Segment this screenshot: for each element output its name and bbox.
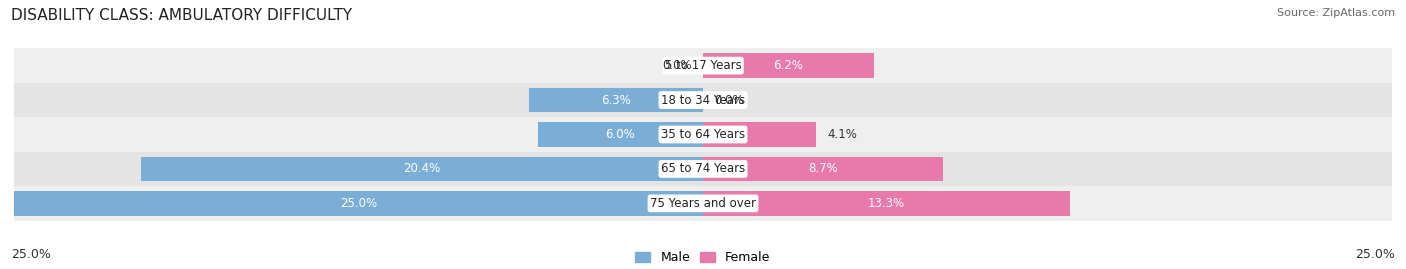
Bar xyxy=(14,186,1392,221)
Text: 5 to 17 Years: 5 to 17 Years xyxy=(665,59,741,72)
Legend: Male, Female: Male, Female xyxy=(630,246,776,269)
Text: 65 to 74 Years: 65 to 74 Years xyxy=(661,162,745,175)
Text: DISABILITY CLASS: AMBULATORY DIFFICULTY: DISABILITY CLASS: AMBULATORY DIFFICULTY xyxy=(11,8,353,23)
Bar xyxy=(14,117,1392,152)
Text: 0.0%: 0.0% xyxy=(714,94,744,107)
Text: 25.0%: 25.0% xyxy=(11,248,51,261)
Text: 18 to 34 Years: 18 to 34 Years xyxy=(661,94,745,107)
Bar xyxy=(537,122,703,147)
Bar xyxy=(141,157,703,181)
Text: 75 Years and over: 75 Years and over xyxy=(650,197,756,210)
Bar xyxy=(703,53,875,78)
Bar xyxy=(14,191,703,216)
Text: 0.0%: 0.0% xyxy=(662,59,692,72)
Bar xyxy=(14,83,1392,117)
Text: 35 to 64 Years: 35 to 64 Years xyxy=(661,128,745,141)
Text: 8.7%: 8.7% xyxy=(808,162,838,175)
Bar xyxy=(14,152,1392,186)
Text: 25.0%: 25.0% xyxy=(340,197,377,210)
Text: 6.3%: 6.3% xyxy=(602,94,631,107)
Bar xyxy=(703,191,1070,216)
Bar xyxy=(14,48,1392,83)
Text: 6.0%: 6.0% xyxy=(606,128,636,141)
Text: 13.3%: 13.3% xyxy=(868,197,905,210)
Bar xyxy=(530,88,703,112)
Text: 6.2%: 6.2% xyxy=(773,59,803,72)
Text: Source: ZipAtlas.com: Source: ZipAtlas.com xyxy=(1277,8,1395,18)
Text: 4.1%: 4.1% xyxy=(827,128,856,141)
Text: 20.4%: 20.4% xyxy=(404,162,440,175)
Bar xyxy=(703,122,815,147)
Text: 25.0%: 25.0% xyxy=(1355,248,1395,261)
Bar xyxy=(703,157,943,181)
